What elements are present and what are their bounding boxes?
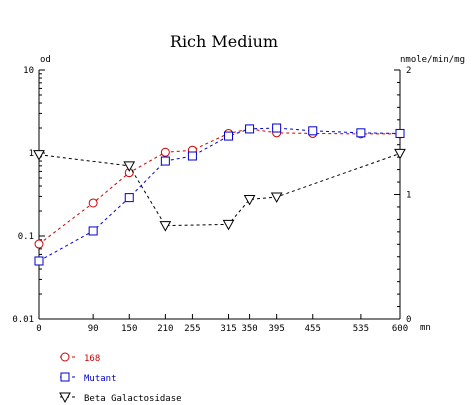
right-tick-label: 1 — [406, 191, 411, 201]
data-point — [124, 193, 134, 203]
x-tick-label: 150 — [121, 324, 137, 334]
legend: 168 Mutant Beta Galactosidase — [59, 352, 182, 404]
data-point — [394, 148, 406, 160]
x-tick-label: 395 — [269, 324, 285, 334]
data-point — [160, 156, 170, 166]
legend-marker — [60, 352, 70, 362]
right-axis-label: nmole/min/mg — [400, 55, 465, 65]
data-point — [395, 128, 405, 138]
data-point — [272, 123, 282, 133]
data-point — [222, 219, 235, 231]
x-tick-label: 455 — [305, 324, 321, 334]
data-point — [356, 128, 366, 138]
x-tick-label: 350 — [241, 324, 257, 334]
legend-label: 168 — [84, 354, 100, 364]
right-tick-label: 0 — [406, 315, 411, 325]
x-tick-label: 535 — [353, 324, 369, 334]
data-point — [270, 192, 283, 204]
chart-title: Rich Medium — [170, 32, 278, 51]
x-axis-label: mn — [420, 323, 431, 333]
axes — [38, 70, 401, 320]
left-axis-label: od — [40, 55, 51, 65]
x-tick-label: 0 — [36, 324, 41, 334]
x-tick-label: 255 — [184, 324, 200, 334]
legend-marker — [60, 372, 70, 382]
legend-label: Beta Galactosidase — [84, 394, 182, 404]
series-square — [34, 123, 405, 266]
legend-item: 168 — [60, 352, 100, 364]
data-point — [88, 198, 98, 208]
tick-group: 0.01 0.1 1 10 0 1 2 0 90 150 210 255 315 350 395 455 535… — [12, 66, 411, 334]
data-point — [187, 151, 197, 161]
x-tick-label: 210 — [157, 324, 173, 334]
x-tick-label: 315 — [220, 324, 236, 334]
series-line — [38, 152, 401, 227]
left-tick-label: 0.01 — [12, 315, 34, 325]
series-line — [38, 127, 401, 262]
legend-label: Mutant — [84, 374, 117, 384]
legend-marker — [59, 392, 71, 404]
legend-item: Beta Galactosidase — [59, 392, 182, 404]
data-point — [160, 147, 170, 157]
x-tick-label: 90 — [88, 324, 99, 334]
series-triangle-down — [33, 148, 406, 232]
data-point — [308, 126, 318, 136]
data-point — [245, 124, 255, 134]
data-point — [34, 256, 44, 266]
series-layer — [33, 123, 406, 266]
data-point — [33, 150, 45, 161]
data-point — [224, 131, 234, 141]
x-tick-label: 600 — [392, 324, 408, 334]
data-point — [34, 239, 44, 249]
data-point — [159, 221, 172, 232]
left-tick-label: 0.1 — [18, 232, 34, 242]
data-point — [88, 226, 98, 236]
data-point — [243, 194, 256, 206]
legend-item: Mutant — [60, 372, 117, 384]
right-tick-label: 2 — [406, 66, 411, 76]
left-tick-label: 10 — [23, 66, 34, 76]
data-point — [123, 161, 136, 172]
left-tick-label: 1 — [29, 149, 34, 159]
